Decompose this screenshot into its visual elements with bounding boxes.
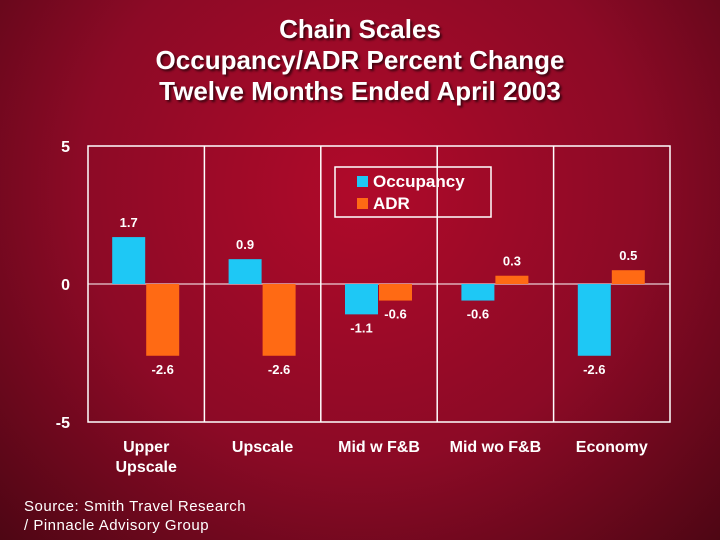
- adr-value-label: 0.3: [503, 254, 521, 269]
- chart-title: Chain Scales Occupancy/ADR Percent Chang…: [0, 14, 720, 107]
- x-category-label: Mid wo F&B: [450, 439, 542, 456]
- x-category-label: Upscale: [232, 439, 293, 456]
- legend-label: ADR: [373, 194, 410, 213]
- adr-bar: [611, 270, 645, 284]
- y-tick-label: 5: [61, 139, 70, 156]
- title-line-2: Occupancy/ADR Percent Change: [155, 45, 565, 75]
- occupancy-value-label: 1.7: [120, 215, 138, 230]
- adr-value-label: -2.6: [151, 362, 173, 377]
- occupancy-value-label: 0.9: [236, 237, 254, 252]
- occupancy-bar: [461, 284, 495, 301]
- legend-swatch: [357, 198, 368, 209]
- x-category-label: Mid w F&B: [338, 439, 420, 456]
- occupancy-bar: [345, 284, 378, 315]
- occupancy-bar: [112, 237, 146, 284]
- y-tick-label: 0: [61, 277, 70, 294]
- adr-value-label: -2.6: [268, 362, 290, 377]
- adr-value-label: 0.5: [619, 248, 637, 263]
- occupancy-value-label: -1.1: [350, 320, 372, 335]
- title-line-3: Twelve Months Ended April 2003: [159, 76, 561, 106]
- occupancy-bar: [577, 284, 611, 356]
- legend-box: [334, 166, 492, 218]
- source-line-2: / Pinnacle Advisory Group: [24, 517, 210, 534]
- y-tick-label: -5: [56, 415, 70, 432]
- title-line-1: Chain Scales: [279, 14, 441, 44]
- x-category-label: Upper: [123, 439, 169, 456]
- occupancy-value-label: -2.6: [583, 362, 605, 377]
- adr-bar: [379, 284, 412, 301]
- x-category-label: Upscale: [116, 459, 177, 476]
- adr-value-label: -0.6: [384, 307, 406, 322]
- occupancy-bar: [228, 259, 262, 284]
- occupancy-value-label: -0.6: [467, 307, 489, 322]
- legend-label: Occupancy: [373, 172, 465, 191]
- adr-bar: [146, 284, 180, 356]
- source-note: Source: Smith Travel Research / Pinnacle…: [24, 497, 246, 535]
- x-category-label: Economy: [576, 439, 648, 456]
- legend-swatch: [357, 176, 368, 187]
- adr-bar: [262, 284, 296, 356]
- adr-bar: [495, 275, 529, 284]
- source-line-1: Source: Smith Travel Research: [24, 498, 247, 515]
